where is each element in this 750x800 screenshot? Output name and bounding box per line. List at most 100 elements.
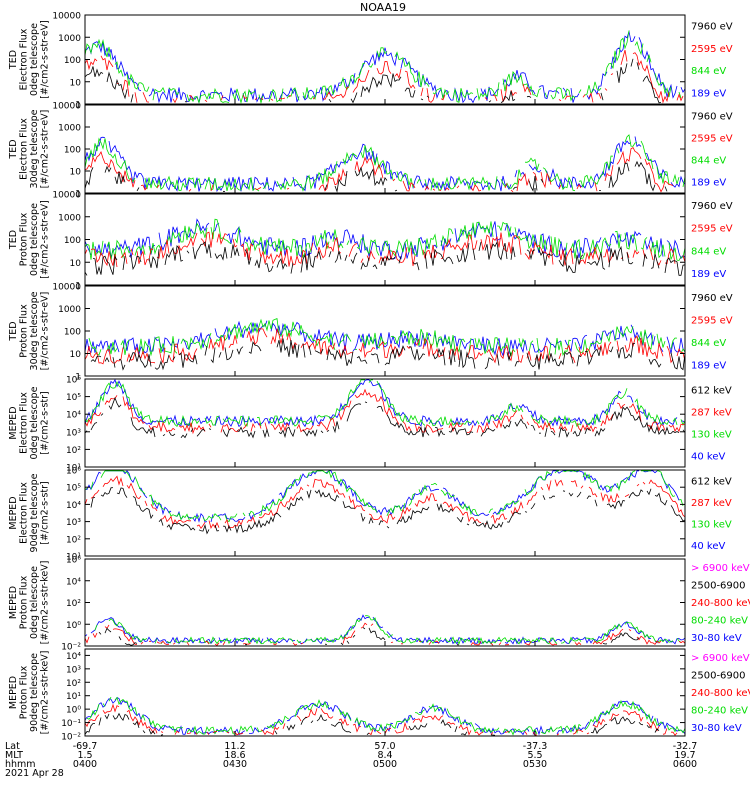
panel-2-ylabel: 30deg telescope (29, 109, 40, 188)
panel-7-legend-entry: 2500-6900 (691, 581, 746, 592)
axis-row-label: MLT (5, 750, 23, 761)
panel-8-legend-entry: 2500-6900 (691, 671, 746, 682)
panel-3-ylabel: Proton Flux (19, 212, 30, 266)
panel-1-ytick-label: 10 (70, 78, 82, 88)
panel-1-ytick-label: 10000 (52, 12, 81, 22)
panel-3-trace-2 (84, 218, 686, 261)
panel-4-ylabel: [#/cm2-s-str-eV] (40, 292, 51, 371)
panel-3-legend-entry: 844 eV (691, 246, 726, 257)
panel-4-trace-1 (84, 320, 686, 357)
axis-mlt-value: 8.4 (377, 750, 392, 761)
axis-lat-value: 57.0 (374, 741, 395, 752)
panel-5-ytick-label: 10² (66, 446, 81, 456)
panel-3-ylabel: [#/cm2-s-str-eV] (40, 200, 51, 279)
axis-hhmm-value: 0400 (73, 759, 97, 770)
panel-3-ylabel: 0deg telescope (29, 203, 40, 276)
panel-2: 1 10 100 1000 10000 TED Electron Flux 30deg tel… (8, 102, 733, 200)
panel-8-legend-entry: 30-80 keV (691, 723, 742, 734)
panel-4-ytick-label: 10 (70, 350, 82, 360)
panel-3: 1 10 100 1000 10000 TED Proton Flux 0deg telesc… (8, 191, 733, 292)
axis-mlt-value: 1.5 (77, 750, 92, 761)
panel-1-legend-entry: 7960 eV (691, 22, 733, 33)
axis-lat-value: 11.2 (224, 741, 245, 752)
panels: 1 10 100 1000 10000 TED Electron Flux 0deg tele… (8, 12, 750, 743)
panel-8-legend-entry: 240-800 keV (691, 688, 750, 699)
panel-6-ytick-label: 10⁴ (66, 501, 81, 511)
panel-8-ylabel: [#/cm2-s-str-keV] (40, 651, 51, 735)
panel-5-legend-entry: 612 keV (691, 386, 732, 397)
panel-7-legend-entry: 30-80 keV (691, 633, 742, 644)
panel-2-trace-4 (84, 160, 668, 193)
panel-1-legend-entry: 2595 eV (691, 44, 733, 55)
panel-8-legend-entry: > 6900 keV (691, 653, 750, 664)
panel-5-legend-entry: 130 keV (691, 430, 732, 441)
panel-7-ylabel: Proton Flux (19, 575, 30, 629)
panel-8-ytick-label: 10⁻¹ (61, 719, 81, 729)
panel-5-trace-2 (84, 379, 686, 428)
panel-6-legend-entry: 40 keV (691, 541, 725, 552)
panel-6-ylabel: MEPED (8, 496, 19, 529)
panel-3-trace-4 (84, 240, 686, 276)
panel-2-ytick-label: 10000 (52, 102, 81, 112)
panel-3-ylabel: TED (8, 230, 19, 250)
panel-3-legend-entry: 7960 eV (691, 201, 733, 212)
axis-row-label: hhmm (5, 759, 36, 770)
panel-6: 10¹ 10² 10³ 10⁴ 10⁵ 10⁶ MEPED Electron Flux 90de… (8, 467, 732, 563)
panel-4-ylabel: Proton Flux (19, 304, 30, 358)
panel-1-ytick-label: 100 (64, 56, 81, 66)
panel-7-ytick-label: 10⁰ (66, 621, 81, 631)
panel-4-trace-2 (88, 318, 686, 357)
panel-6-ytick-label: 10⁶ (66, 467, 81, 477)
panel-6-legend-entry: 612 keV (691, 476, 732, 487)
panel-5-ylabel: MEPED (8, 406, 19, 439)
panel-3-legend-entry: 2595 eV (691, 224, 733, 235)
panel-5-trace-4 (84, 396, 686, 439)
panel-5-legend-entry: 287 keV (691, 408, 732, 419)
axis-lat-value: -69.7 (73, 741, 98, 752)
panel-2-ylabel: [#/cm2-s-str-eV] (40, 110, 51, 189)
axis-hhmm-value: 0600 (673, 759, 697, 770)
panel-6-legend-entry: 287 keV (691, 498, 732, 509)
panel-6-ylabel: [#/cm2-s-str] (40, 481, 51, 544)
panel-7-ylabel: [#/cm2-s-str-keV] (40, 561, 51, 645)
panel-2-legend-entry: 189 eV (691, 178, 726, 189)
panel-2-ytick-label: 100 (64, 146, 81, 156)
panel-1-trace-4 (84, 58, 662, 104)
panel-7-ytick-label: 10² (66, 599, 81, 609)
panel-1-ylabel: 0deg telescope (29, 23, 40, 96)
panel-4-ytick-label: 100 (64, 328, 81, 338)
panel-3-ytick-label: 10 (70, 259, 82, 269)
panel-7-ytick-label: 10⁻² (61, 643, 81, 653)
panel-6-ylabel: Electron Flux (19, 482, 30, 544)
panel-1-ylabel: [#/cm2-s-str-eV] (40, 20, 51, 99)
panel-4-trace-3 (84, 327, 686, 365)
panel-8: 10⁻² 10⁻¹ 10⁰ 10¹ 10² 10³ 10⁴ MEPED Proton Flux 9… (8, 648, 750, 743)
panel-8-trace-2 (86, 696, 686, 736)
panel-4-frame (84, 285, 686, 377)
panel-4-ytick-label: 10000 (52, 283, 81, 293)
panel-2-ytick-label: 10 (70, 168, 82, 178)
panel-1-legend-entry: 189 eV (691, 88, 726, 99)
panel-5-ytick-label: 10⁴ (66, 411, 81, 421)
panel-8-ytick-label: 10³ (66, 665, 81, 675)
axis-lat-value: -32.7 (673, 741, 698, 752)
axis-lat-value: -37.3 (523, 741, 548, 752)
panel-3-ytick-label: 100 (64, 236, 81, 246)
panel-2-ytick-label: 1 (75, 190, 81, 200)
panel-1-ytick-label: 1 (75, 101, 81, 111)
panel-2-trace-3 (85, 148, 685, 192)
panel-2-trace-2 (84, 134, 686, 192)
panel-5: 10¹ 10² 10³ 10⁴ 10⁵ 10⁶ MEPED Electron Flux 0deg… (8, 376, 732, 474)
panel-7-ylabel: 0deg telescope (29, 566, 40, 639)
panel-4-legend-entry: 844 eV (691, 338, 726, 349)
panel-2-ylabel: TED (8, 139, 19, 159)
panel-3-ytick-label: 1 (75, 282, 81, 292)
panel-6-trace-3 (84, 475, 686, 530)
panel-8-ytick-label: 10² (66, 679, 81, 689)
panel-6-ytick-label: 10¹ (66, 553, 81, 563)
panel-5-ylabel: [#/cm2-s-str] (40, 391, 51, 454)
panel-3-ytick-label: 1000 (58, 213, 81, 223)
panel-7-ytick-label: 10⁴ (66, 577, 81, 587)
panel-5-ytick-label: 10⁶ (66, 376, 81, 386)
